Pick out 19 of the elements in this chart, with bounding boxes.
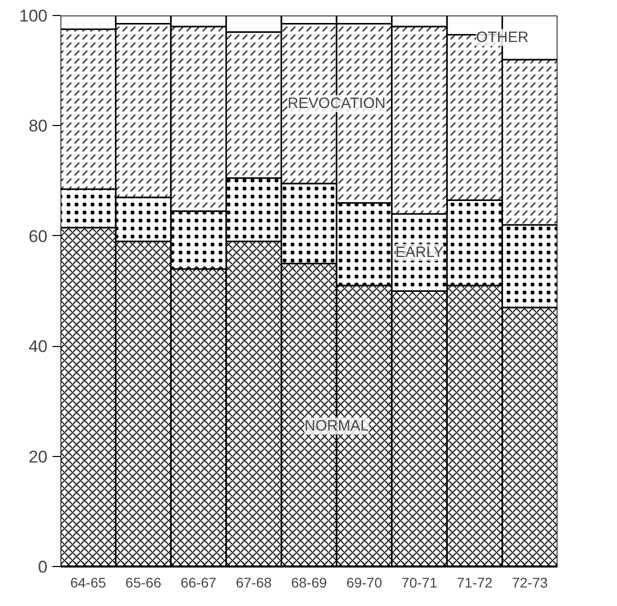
series-label: OTHER xyxy=(476,29,529,46)
x-tick-label: 72-73 xyxy=(512,574,548,590)
y-tick-label: 40 xyxy=(28,337,48,356)
series-label: EARLY xyxy=(395,244,444,261)
y-tick-label: 80 xyxy=(28,116,48,136)
x-tick-label: 64-65 xyxy=(70,574,106,590)
x-tick-label: 69-70 xyxy=(346,574,382,590)
y-tick-label: 100 xyxy=(19,6,48,26)
y-tick-label: 0 xyxy=(38,558,48,576)
x-tick-label: 71-72 xyxy=(456,574,493,590)
y-tick-label: 20 xyxy=(28,447,48,466)
x-tick-label: 66-67 xyxy=(180,574,217,590)
series-label: REVOCATION xyxy=(288,95,386,112)
x-tick-label: 68-69 xyxy=(291,574,328,590)
y-tick-label: 60 xyxy=(28,226,48,246)
series-label: NORMAL xyxy=(304,417,369,434)
x-tick-label: 65-66 xyxy=(125,574,162,590)
x-tick-label: 67-68 xyxy=(236,574,272,590)
x-tick-label: 70-71 xyxy=(402,574,438,590)
